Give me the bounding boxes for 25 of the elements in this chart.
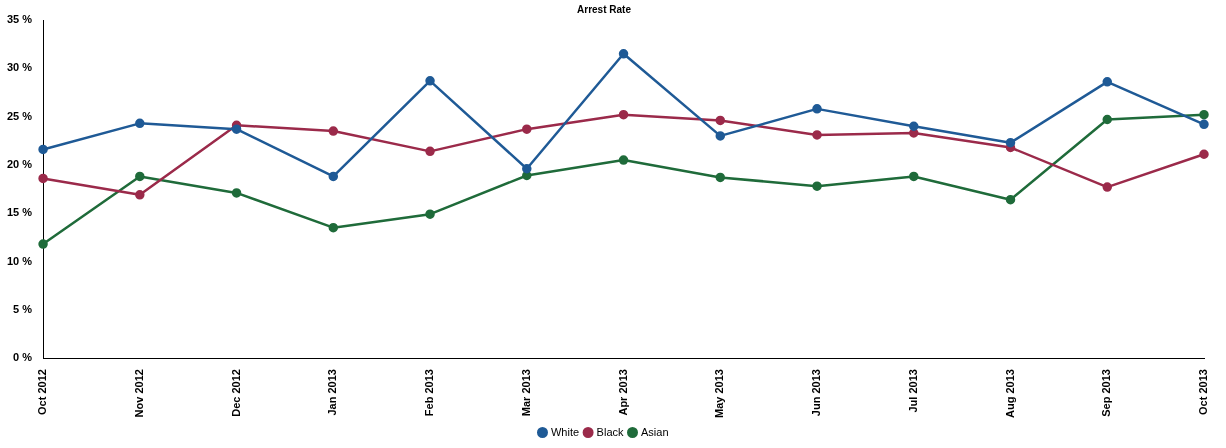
x-tick-label: Nov 2012 [132,369,145,418]
x-tick-label: Jan 2013 [326,369,339,416]
x-tick-label: Jun 2013 [810,369,823,417]
x-tick-label: Feb 2013 [423,369,436,417]
x-tick-label: Oct 2012 [36,369,49,415]
x-tick-label: Jul 2013 [906,369,919,413]
x-tick-label: Mar 2013 [519,369,532,417]
legend-label: Black [596,425,624,438]
y-tick-label: 35 % [6,13,33,26]
legend-label: White [550,425,580,438]
x-tick-label: Aug 2013 [1003,369,1016,418]
x-tick-label: Sep 2013 [1100,369,1113,417]
y-tick-label: 15 % [6,206,33,219]
legend-label: Asian [641,425,669,438]
y-tick-label: 30 % [6,61,33,74]
chart-title: Arrest Rate [577,3,632,15]
x-tick-label: Oct 2013 [1197,369,1210,415]
x-tick-label: Dec 2012 [229,369,242,417]
y-tick-label: 20 % [6,157,33,170]
x-tick-label: May 2013 [713,369,726,419]
y-tick-label: 10 % [6,254,33,267]
y-tick-label: 5 % [13,302,33,315]
y-tick-label: 0 % [13,351,33,364]
x-tick-label: Apr 2013 [616,369,629,416]
y-tick-label: 25 % [6,109,33,122]
